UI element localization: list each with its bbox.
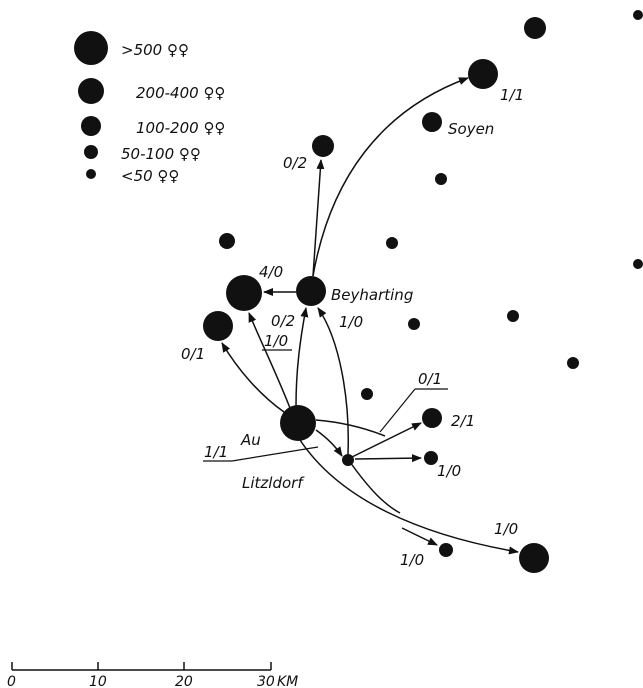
arrow-au-to-litzldorf — [315, 429, 343, 457]
colony-dot-2-1 — [422, 408, 442, 428]
arrow-litzldorf-to-2-1 — [351, 422, 422, 458]
colony-dot-soyen — [422, 112, 442, 132]
colony-dot-1-0-far — [519, 543, 549, 573]
arrow-au-to-0-1 — [221, 342, 285, 413]
colony-dot — [633, 259, 643, 269]
arrow-litzldorf-to-beyharting — [317, 307, 349, 455]
legend-label-4: 50-100 ♀♀ — [121, 145, 201, 163]
colony-dot — [567, 357, 579, 369]
colony-dot-4-0 — [226, 275, 262, 311]
place-label-litzldorf: Litzldorf — [242, 474, 305, 492]
colony-dot — [408, 318, 420, 330]
arrow-au-to-far-1-0 — [299, 439, 519, 555]
arrow-litzldorf-to-1-0 — [354, 454, 422, 463]
colony-dot — [507, 310, 519, 322]
legend-label-1: >500 ♀♀ — [121, 41, 189, 59]
colony-dot — [435, 173, 447, 185]
colony-dot-1-1-target — [468, 59, 498, 89]
ratio-label: 1/0 — [494, 520, 518, 538]
ratio-label: 1/0 — [264, 332, 288, 350]
arrow-litzldorf-long — [349, 461, 401, 514]
colony-dot — [219, 233, 235, 249]
colony-dot-1-0-bottom — [439, 543, 453, 557]
ratio-label: 1/0 — [437, 462, 461, 480]
colony-dot — [524, 17, 546, 39]
leader-1-1 — [231, 446, 319, 462]
place-label-au: Au — [240, 431, 261, 449]
place-label-soyen: Soyen — [448, 120, 494, 138]
ratio-label: 0/2 — [271, 312, 295, 330]
scale-label-20: 20 — [175, 674, 193, 688]
legend-label-3: 100-200 ♀♀ — [136, 119, 225, 137]
movement-arrows — [221, 77, 519, 555]
colony-dot-0-2-north — [312, 135, 334, 157]
legend-dot-medium — [81, 116, 101, 136]
ratio-label: 0/2 — [283, 154, 307, 172]
colony-dot-0-1 — [203, 311, 233, 341]
colony-dot — [386, 237, 398, 249]
place-labels: Soyen Beyharting Au Litzldorf — [240, 120, 494, 492]
colony-dot-au — [280, 405, 316, 441]
legend-dot-small — [84, 145, 98, 159]
arrow-au-curve-east — [315, 419, 386, 437]
scale-label-0: 0 — [7, 674, 16, 688]
ratio-label: 0/1 — [181, 345, 205, 363]
arrow-au-to-4-0 — [248, 312, 291, 409]
ratio-labels: 1/1 0/2 4/0 0/2 1/0 0/1 1/0 0/1 2/1 1/1 … — [181, 86, 524, 569]
colony-dot-beyharting — [296, 276, 326, 306]
scale-unit: KM — [277, 674, 298, 688]
scale-label-10: 10 — [89, 674, 107, 688]
arrow-to-bottom-1-0 — [401, 527, 438, 546]
colony-dot-1-0-litz — [424, 451, 438, 465]
ratio-label: 1/0 — [339, 313, 363, 331]
ratio-label: 4/0 — [259, 263, 283, 281]
scale-bar: 0 10 20 30 KM — [7, 662, 298, 688]
arrow-beyharting-to-north-1-1 — [312, 77, 469, 277]
ratio-label: 1/0 — [400, 551, 424, 569]
ratio-label: 1/1 — [500, 86, 524, 104]
leader-0-1 — [379, 388, 416, 433]
legend-dot-large — [74, 31, 108, 65]
place-label-beyharting: Beyharting — [331, 286, 413, 304]
legend: >500 ♀♀ 200-400 ♀♀ 100-200 ♀♀ 50-100 ♀♀ … — [74, 31, 225, 185]
legend-dot-medium-large — [78, 78, 104, 104]
legend-label-2: 200-400 ♀♀ — [136, 84, 225, 102]
ratio-label: 0/1 — [418, 370, 442, 388]
legend-label-5: <50 ♀♀ — [121, 167, 179, 185]
label-leaders — [203, 349, 448, 462]
ratio-label: 2/1 — [451, 412, 475, 430]
colony-dot — [633, 10, 643, 20]
legend-dot-tiny — [86, 169, 96, 179]
colony-dot — [361, 388, 373, 400]
arrow-au-to-beyharting-a — [295, 307, 309, 407]
scale-label-30: 30 — [257, 674, 275, 688]
arrow-beyharting-to-north-0-2 — [312, 159, 325, 277]
ratio-label: 1/1 — [204, 443, 228, 461]
colonies — [203, 10, 643, 573]
